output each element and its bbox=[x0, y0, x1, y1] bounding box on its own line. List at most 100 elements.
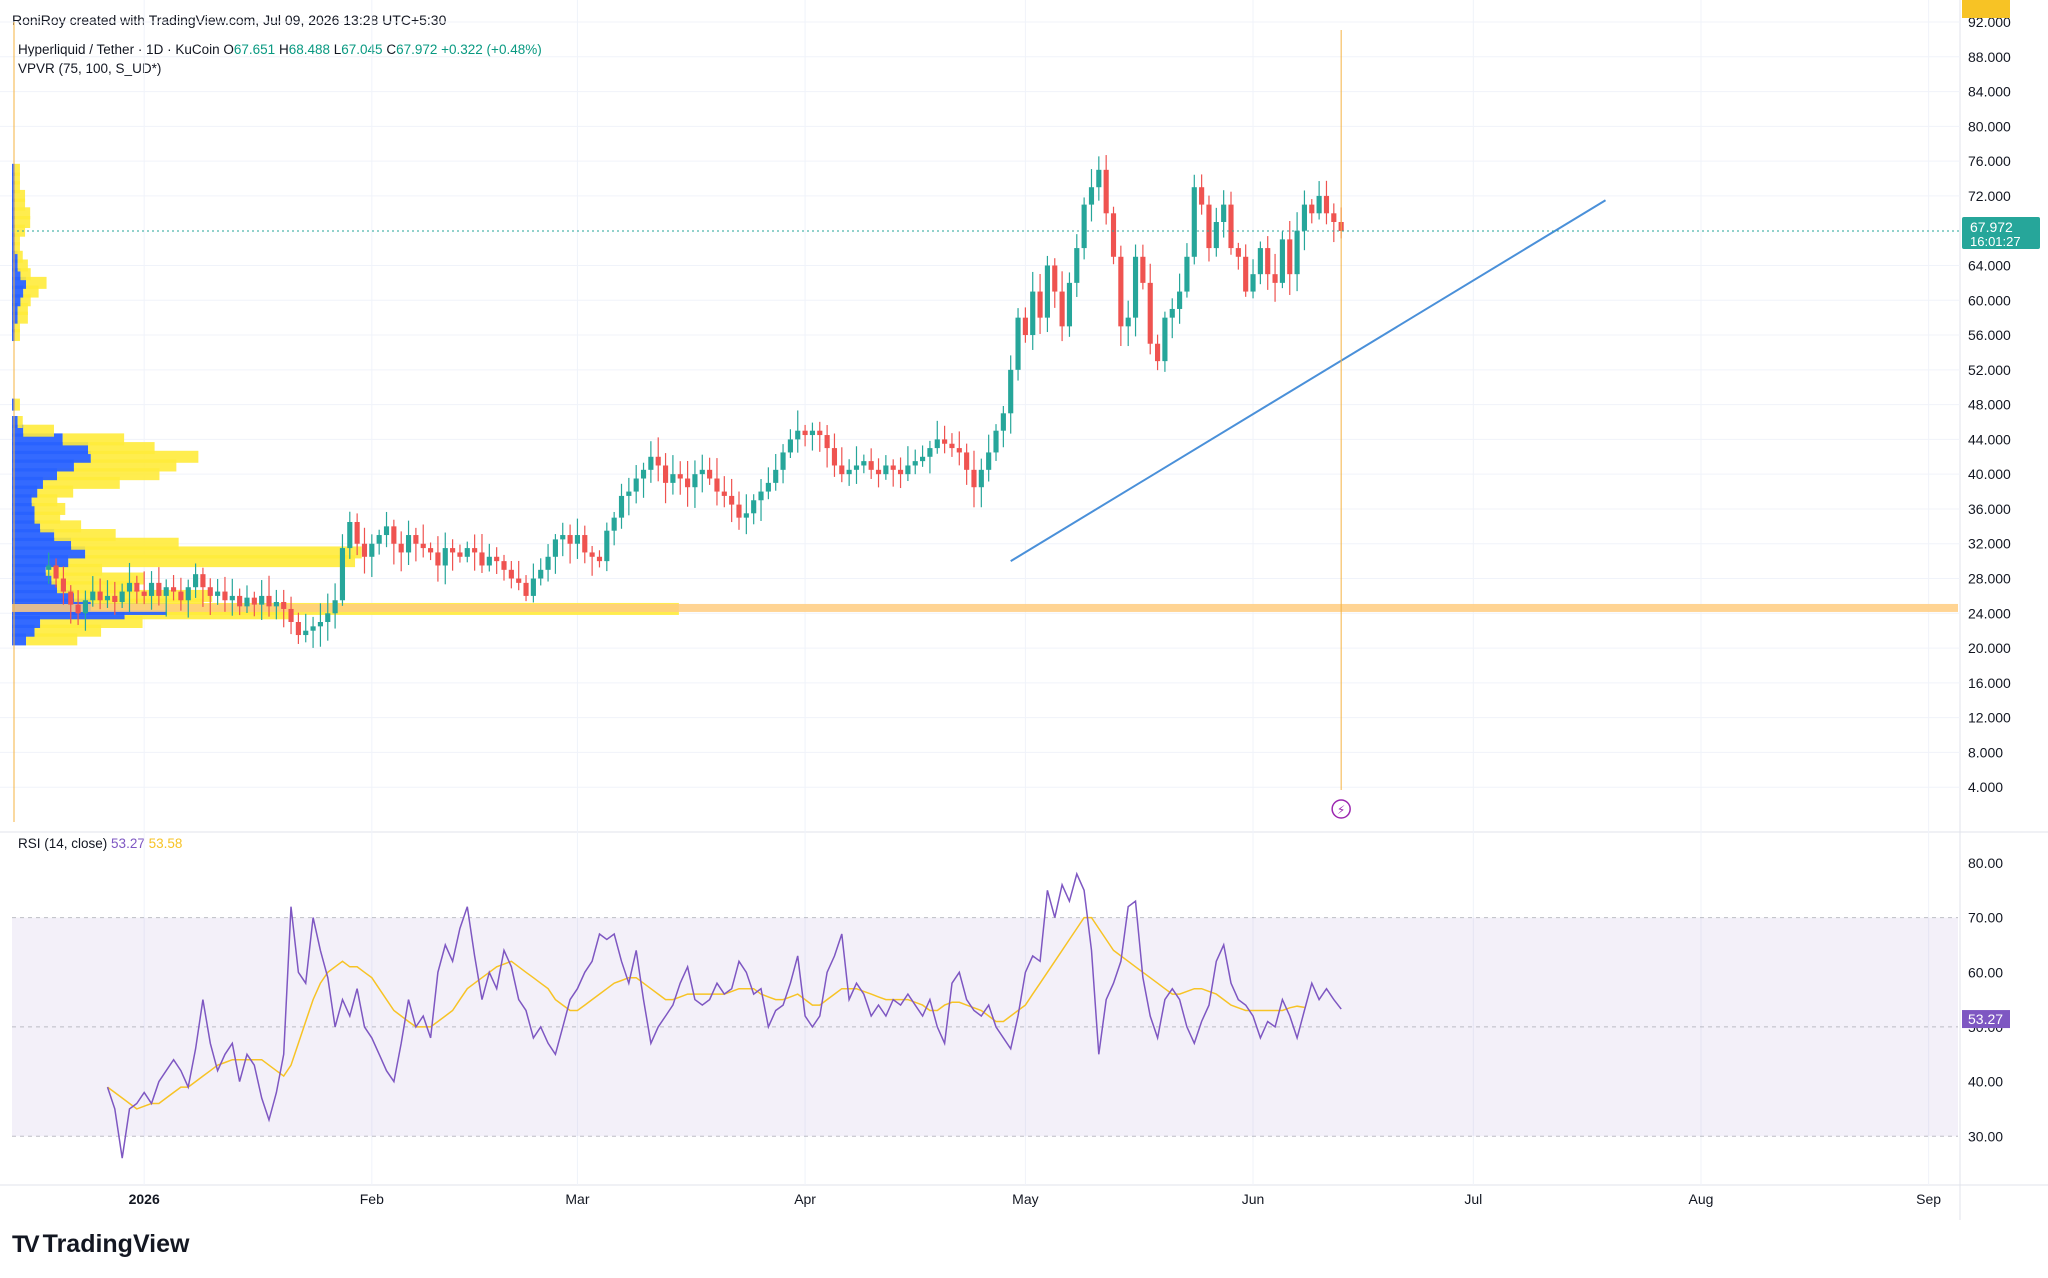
candle-body bbox=[604, 530, 610, 562]
candle-body bbox=[104, 595, 111, 601]
volume-profile-up-bar bbox=[12, 302, 18, 315]
candle-body bbox=[259, 595, 265, 605]
price-tick-label: 76.000 bbox=[1968, 153, 2011, 169]
high-value: 68.488 bbox=[288, 42, 330, 57]
candle-body bbox=[875, 469, 882, 475]
candle-body bbox=[97, 591, 103, 601]
candle-body bbox=[1228, 204, 1234, 249]
candle-body bbox=[442, 548, 448, 566]
symbol-name[interactable]: Hyperliquid / Tether · 1D · KuCoin bbox=[18, 42, 220, 57]
rsi-ma-line bbox=[107, 916, 1305, 1110]
candle-body bbox=[1044, 265, 1050, 318]
candle-body bbox=[1008, 369, 1014, 414]
time-tick-label: Feb bbox=[360, 1191, 384, 1207]
candle-body bbox=[273, 602, 279, 607]
candle-body bbox=[479, 552, 485, 566]
volume-profile-up-bar bbox=[12, 259, 18, 272]
open-label: O bbox=[223, 42, 234, 57]
candle-body bbox=[956, 448, 962, 453]
rsi-label[interactable]: RSI (14, close) bbox=[18, 836, 108, 851]
volume-profile-up-bar bbox=[12, 172, 15, 185]
tradingview-brand[interactable]: TV TradingView bbox=[12, 1230, 189, 1259]
grid-lines bbox=[0, 0, 2048, 1220]
candle-body bbox=[170, 587, 177, 592]
volume-profile-up-bar bbox=[12, 181, 15, 194]
candle-body bbox=[685, 478, 691, 488]
candle-body bbox=[148, 582, 155, 596]
candle-body bbox=[912, 461, 918, 466]
candle-body bbox=[420, 543, 426, 549]
volume-profile-up-bar bbox=[12, 250, 18, 263]
close-label: C bbox=[386, 42, 397, 57]
price-tick-label: 20.000 bbox=[1968, 640, 2011, 656]
candle-body bbox=[993, 430, 999, 453]
vpvr-indicator-label[interactable]: VPVR (75, 100, S_UD*) bbox=[18, 61, 162, 76]
time-tick-label: Aug bbox=[1689, 1191, 1714, 1207]
candle-body bbox=[1132, 256, 1139, 318]
candle-body bbox=[1037, 291, 1043, 318]
candle-body bbox=[457, 552, 463, 557]
candle-body bbox=[729, 495, 735, 505]
price-tick-label: 64.000 bbox=[1968, 257, 2011, 273]
candle-body bbox=[868, 461, 874, 470]
candle-body bbox=[1243, 256, 1249, 292]
candle-body bbox=[1265, 248, 1271, 275]
candle-body bbox=[134, 582, 140, 592]
candle-body bbox=[435, 552, 441, 566]
candle-body bbox=[383, 526, 390, 536]
candle-body bbox=[662, 465, 669, 483]
candle-body bbox=[714, 478, 720, 492]
candle-body bbox=[802, 430, 808, 436]
candle-body bbox=[1279, 239, 1285, 283]
candle-body bbox=[354, 522, 360, 544]
candle-body bbox=[229, 595, 235, 601]
candle-body bbox=[215, 591, 221, 596]
candle-body bbox=[707, 469, 713, 479]
candle-body bbox=[626, 491, 632, 496]
candle-body bbox=[185, 587, 191, 601]
price-tick-label: 4.000 bbox=[1968, 779, 2003, 795]
support-trendline bbox=[1010, 199, 1607, 562]
volume-profile-up-bar bbox=[12, 416, 18, 428]
candle-body bbox=[361, 543, 368, 557]
candle-body bbox=[126, 582, 133, 592]
candle-body bbox=[1147, 282, 1153, 344]
candle-body bbox=[949, 443, 955, 449]
candle-body bbox=[46, 565, 52, 570]
volume-profile-up-bar bbox=[12, 242, 15, 255]
candle-body bbox=[853, 465, 860, 470]
candle-body bbox=[670, 474, 676, 483]
time-tick-label: May bbox=[1012, 1191, 1038, 1207]
candle-body bbox=[809, 430, 816, 436]
chart-canvas[interactable]: ⚡ 4.000 8.000 12.000 16.000 20.000 24.000 28.0… bbox=[0, 0, 2048, 1220]
candle-body bbox=[1301, 204, 1308, 231]
rsi-tag-value: 53.27 bbox=[1968, 1011, 2003, 1027]
volume-profile-down-bar bbox=[26, 276, 47, 289]
high-label: H bbox=[278, 42, 289, 57]
candle-body bbox=[1162, 317, 1168, 362]
price-tick-label: 40.000 bbox=[1968, 466, 2011, 482]
candle-body bbox=[839, 465, 845, 475]
volume-profile-up-bar bbox=[12, 268, 21, 281]
price-tick-label: 84.000 bbox=[1968, 84, 2011, 100]
candle-body bbox=[112, 595, 118, 602]
volume-profile-down-bar bbox=[14, 172, 20, 185]
candle-body bbox=[516, 578, 522, 583]
volume-profile-down-bar bbox=[14, 163, 20, 176]
candle-body bbox=[523, 582, 529, 596]
last-price-tag-value: 67.972 bbox=[1970, 219, 2013, 235]
candle-body bbox=[780, 452, 786, 470]
volume-profile-up-bar bbox=[12, 311, 18, 324]
candle-body bbox=[1169, 308, 1175, 318]
candle-body bbox=[68, 591, 74, 605]
event-icon bbox=[1331, 799, 1351, 819]
volume-profile-up-bar bbox=[12, 285, 24, 298]
price-tick-label: 56.000 bbox=[1968, 327, 2011, 343]
candle-body bbox=[1199, 187, 1205, 205]
event-icon-glyph: ⚡ bbox=[1337, 803, 1345, 817]
volume-profile-down-bar bbox=[20, 294, 31, 307]
candle-body bbox=[655, 456, 661, 466]
candle-body bbox=[927, 448, 933, 457]
chart-attribution: RoniRoy created with TradingView.com, Ju… bbox=[12, 12, 447, 28]
candle-body bbox=[413, 535, 419, 544]
